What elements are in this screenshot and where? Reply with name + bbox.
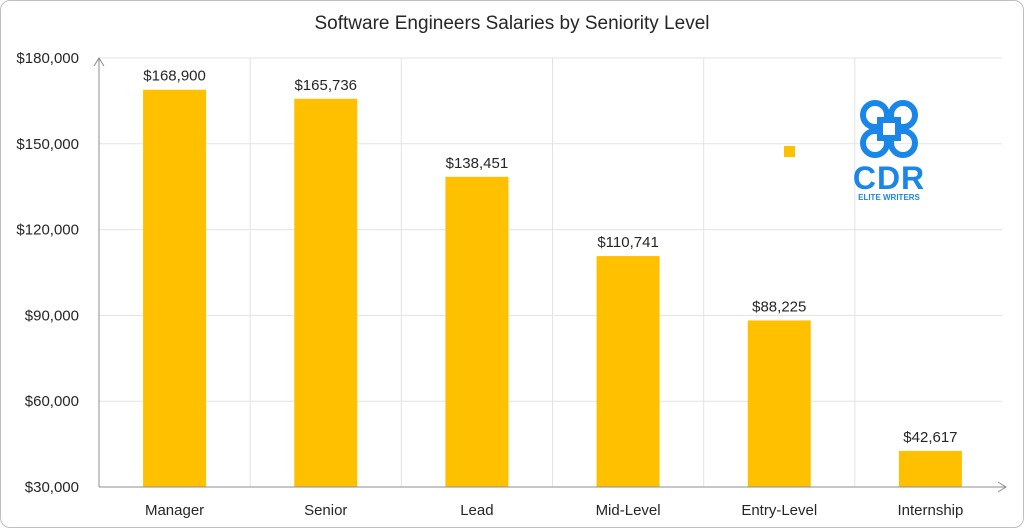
logo-name: CDR xyxy=(853,160,925,196)
bar xyxy=(143,89,207,487)
y-axis-arrow xyxy=(93,57,105,67)
y-tick-label: $180,000 xyxy=(16,50,79,67)
x-category-label: Entry-Level xyxy=(741,502,817,519)
gridlines xyxy=(99,57,1002,487)
x-category-label: Lead xyxy=(460,502,493,519)
bar xyxy=(747,320,811,487)
logo-tagline: ELITE WRITERS xyxy=(858,193,920,202)
y-axis-ticks: $30,000 $60,000 $90,000 $120,000 $150,000 $18… xyxy=(16,50,79,496)
data-label: $88,225 xyxy=(752,298,806,315)
bar xyxy=(596,256,660,487)
y-tick-label: $150,000 xyxy=(16,136,79,153)
data-label: $168,900 xyxy=(143,68,206,85)
x-category-label: Manager xyxy=(145,502,204,519)
data-label: $138,451 xyxy=(446,155,509,172)
axes xyxy=(93,57,1007,493)
x-category-label: Internship xyxy=(897,502,963,519)
x-axis-arrow xyxy=(997,481,1007,493)
y-tick-label: $120,000 xyxy=(16,222,79,239)
x-category-label: Senior xyxy=(304,502,347,519)
x-category-label: Mid-Level xyxy=(596,502,661,519)
x-axis-categories: Manager Senior Lead Mid-Level Entry-Level Int… xyxy=(145,502,963,519)
bars xyxy=(143,89,962,487)
cdr-logo: CDR ELITE WRITERS xyxy=(853,100,925,202)
data-labels: $168,900 $165,736 $138,451 $110,741 $88,225 $… xyxy=(143,68,957,446)
data-label: $165,736 xyxy=(294,77,357,94)
bar xyxy=(445,176,509,487)
bar xyxy=(294,98,358,487)
y-tick-label: $30,000 xyxy=(25,479,79,496)
cmd-knot-icon xyxy=(860,100,918,158)
chart-title: Software Engineers Salaries by Seniority… xyxy=(315,13,710,34)
y-tick-label: $60,000 xyxy=(25,393,79,410)
y-tick-label: $90,000 xyxy=(25,307,79,324)
small-marker xyxy=(784,146,795,157)
data-label: $42,617 xyxy=(903,429,957,446)
bar xyxy=(898,450,962,487)
data-label: $110,741 xyxy=(597,234,658,251)
